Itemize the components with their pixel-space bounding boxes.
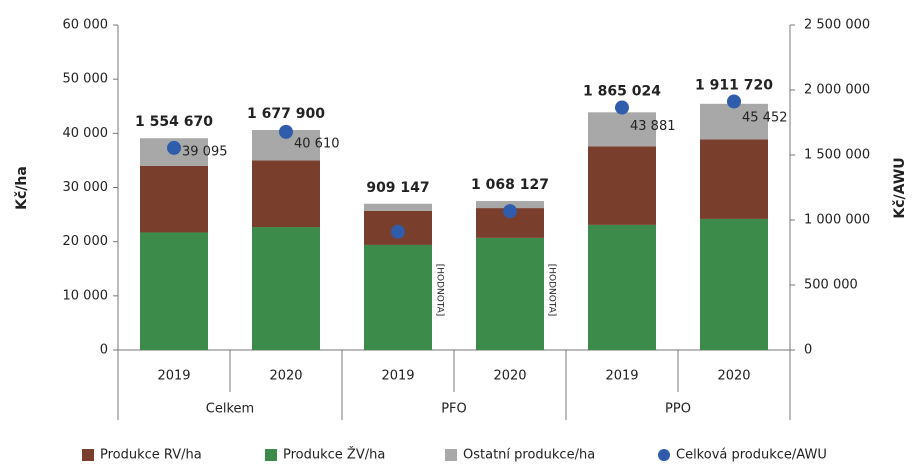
y-tick-label: 0 bbox=[100, 343, 108, 358]
awu-point bbox=[391, 224, 405, 239]
bar-segment bbox=[588, 146, 656, 225]
legend-label: Ostatní produkce/ha bbox=[463, 448, 595, 463]
awu-label: 1 554 670 bbox=[135, 114, 213, 130]
y2-axis-title: Kč/AWU bbox=[892, 157, 908, 218]
awu-point bbox=[503, 204, 517, 219]
bar-segment bbox=[476, 237, 544, 350]
y2-tick-label: 2 500 000 bbox=[804, 18, 870, 33]
legend-label: Celková produkce/AWU bbox=[676, 448, 827, 463]
x-tick-label: 2019 bbox=[157, 369, 190, 384]
y-tick-label: 30 000 bbox=[63, 180, 109, 195]
group-label: PPO bbox=[665, 402, 691, 417]
placeholder-label: [HODNOTA] bbox=[435, 264, 445, 317]
awu-point bbox=[279, 124, 293, 139]
y-tick-label: 20 000 bbox=[63, 234, 109, 249]
group-label: Celkem bbox=[206, 402, 254, 417]
awu-label: 1 911 720 bbox=[695, 77, 773, 93]
bar-segment bbox=[700, 103, 768, 140]
bar-segment bbox=[700, 139, 768, 219]
y-tick-label: 50 000 bbox=[63, 72, 109, 87]
bar-segment bbox=[252, 227, 320, 350]
y-tick-label: 40 000 bbox=[63, 126, 109, 141]
x-tick-label: 2020 bbox=[269, 369, 302, 384]
y2-tick-label: 0 bbox=[804, 343, 812, 358]
awu-label: 1 677 900 bbox=[247, 106, 325, 122]
bar-segment bbox=[364, 244, 432, 350]
awu-label: 1 865 024 bbox=[583, 84, 661, 100]
bar-segment bbox=[588, 112, 656, 147]
legend-swatch bbox=[445, 449, 457, 461]
y-tick-label: 60 000 bbox=[63, 18, 109, 33]
bar-segment bbox=[700, 218, 768, 350]
awu-point bbox=[615, 100, 629, 115]
awu-point bbox=[727, 94, 741, 109]
legend-swatch bbox=[82, 449, 94, 461]
total-label: 39 095 bbox=[182, 145, 228, 160]
x-tick-label: 2019 bbox=[605, 369, 638, 384]
awu-label: 909 147 bbox=[366, 180, 429, 196]
legend-label: Produkce ŽV/ha bbox=[283, 447, 385, 463]
x-tick-label: 2020 bbox=[493, 369, 526, 384]
bar-segment bbox=[364, 203, 432, 211]
x-tick-label: 2020 bbox=[717, 369, 750, 384]
awu-point bbox=[167, 140, 181, 155]
legend-swatch bbox=[265, 449, 277, 461]
bar-segment bbox=[588, 224, 656, 350]
y2-tick-label: 500 000 bbox=[804, 278, 858, 293]
bar-segment bbox=[252, 160, 320, 228]
bar-segment bbox=[140, 165, 208, 233]
total-label: 40 610 bbox=[294, 137, 340, 152]
legend-swatch bbox=[658, 449, 670, 461]
awu-label: 1 068 127 bbox=[471, 177, 549, 193]
bar-segment bbox=[140, 232, 208, 350]
y-axis-title: Kč/ha bbox=[14, 166, 30, 210]
total-label: 43 881 bbox=[630, 119, 676, 134]
group-label: PFO bbox=[441, 402, 467, 417]
total-label: 45 452 bbox=[742, 110, 788, 125]
y-tick-label: 10 000 bbox=[63, 288, 109, 303]
y2-tick-label: 1 000 000 bbox=[804, 213, 870, 228]
x-tick-label: 2019 bbox=[381, 369, 414, 384]
placeholder-label: [HODNOTA] bbox=[547, 264, 557, 317]
y2-tick-label: 2 000 000 bbox=[804, 83, 870, 98]
legend-label: Produkce RV/ha bbox=[100, 448, 202, 463]
y2-tick-label: 1 500 000 bbox=[804, 148, 870, 163]
